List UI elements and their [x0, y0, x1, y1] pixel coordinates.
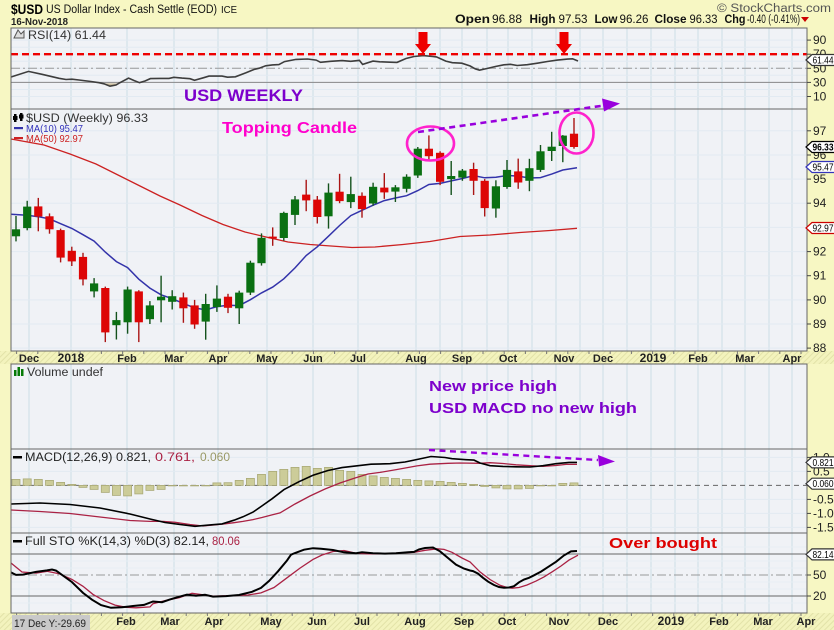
svg-text:96.88: 96.88 — [492, 14, 522, 26]
svg-text:2019: 2019 — [640, 351, 667, 365]
svg-text:96.33: 96.33 — [813, 143, 834, 154]
svg-text:-0.5: -0.5 — [813, 492, 834, 506]
svg-text:Topping Candle: Topping Candle — [222, 120, 357, 137]
svg-text:May: May — [256, 353, 278, 365]
svg-text:Apr: Apr — [209, 353, 229, 365]
svg-text:90: 90 — [813, 293, 827, 307]
svg-text:10: 10 — [813, 90, 827, 104]
svg-text:Over bought: Over bought — [609, 535, 717, 552]
svg-text:© StockCharts.com: © StockCharts.com — [717, 3, 831, 15]
svg-text:MACD(12,26,9) 0.821,: MACD(12,26,9) 0.821, — [25, 452, 151, 464]
svg-text:92.97: 92.97 — [813, 224, 834, 235]
svg-text:USD WEEKLY: USD WEEKLY — [184, 86, 304, 105]
svg-text:Feb: Feb — [688, 353, 708, 365]
svg-text:Oct: Oct — [498, 616, 517, 628]
svg-text:-1.5: -1.5 — [813, 520, 834, 534]
svg-text:-1.0: -1.0 — [813, 506, 834, 520]
svg-text:Mar: Mar — [735, 353, 755, 365]
svg-text:Open: Open — [455, 14, 490, 26]
svg-text:97: 97 — [813, 124, 827, 138]
svg-text:Mar: Mar — [753, 616, 773, 628]
svg-text:95: 95 — [813, 172, 827, 186]
svg-text:Volume undef: Volume undef — [27, 367, 104, 379]
svg-text:RSI(14) 61.44: RSI(14) 61.44 — [28, 30, 107, 42]
svg-text:0.060: 0.060 — [813, 479, 834, 490]
svg-text:Oct: Oct — [499, 353, 518, 365]
svg-text:Aug: Aug — [405, 353, 426, 365]
svg-text:Dec: Dec — [19, 353, 39, 365]
svg-text:95.47: 95.47 — [813, 163, 834, 174]
svg-text:Nov: Nov — [554, 353, 576, 365]
svg-text:USD MACD no new high: USD MACD no new high — [429, 400, 637, 417]
svg-text:50: 50 — [813, 568, 827, 582]
svg-text:Jul: Jul — [350, 353, 366, 365]
svg-text:MA(10) 95.47: MA(10) 95.47 — [26, 123, 83, 135]
svg-text:96.26: 96.26 — [620, 14, 649, 26]
svg-text:0.060: 0.060 — [200, 452, 230, 464]
svg-text:Feb: Feb — [116, 616, 136, 628]
svg-text:96.33: 96.33 — [690, 14, 718, 26]
svg-text:-0.40 (-0.41%): -0.40 (-0.41%) — [747, 14, 800, 26]
svg-text:Mar: Mar — [160, 616, 180, 628]
svg-text:Feb: Feb — [709, 616, 729, 628]
svg-text:Sep: Sep — [452, 353, 472, 365]
svg-text:82.14: 82.14 — [813, 550, 834, 561]
svg-text:Full STO %K(14,3) %D(3) 82.14,: Full STO %K(14,3) %D(3) 82.14, — [25, 536, 209, 548]
svg-text:Apr: Apr — [797, 616, 817, 628]
svg-text:17 Dec Y:-29.69: 17 Dec Y:-29.69 — [14, 618, 86, 630]
svg-text:New price high: New price high — [429, 378, 557, 395]
svg-text:Aug: Aug — [404, 616, 425, 628]
svg-text:Low: Low — [595, 14, 618, 26]
svg-text:0.761,: 0.761, — [155, 452, 195, 464]
svg-text:Apr: Apr — [205, 616, 225, 628]
svg-text:92: 92 — [813, 245, 827, 259]
svg-text:MA(50) 92.97: MA(50) 92.97 — [26, 133, 83, 145]
svg-text:Chg: Chg — [725, 14, 746, 26]
svg-text:61.44: 61.44 — [813, 56, 834, 67]
svg-text:91: 91 — [813, 269, 827, 283]
svg-text:94: 94 — [813, 196, 827, 210]
svg-text:$USD (Weekly) 96.33: $USD (Weekly) 96.33 — [26, 111, 148, 125]
svg-text:Nov: Nov — [549, 616, 571, 628]
svg-text:2019: 2019 — [658, 614, 685, 628]
svg-text:80.06: 80.06 — [212, 536, 240, 548]
svg-text:88: 88 — [813, 341, 827, 355]
svg-text:Mar: Mar — [164, 353, 184, 365]
svg-text:US Dollar Index - Cash Settle: US Dollar Index - Cash Settle (EOD) — [46, 4, 217, 16]
svg-text:Close: Close — [655, 14, 687, 26]
svg-text:97.53: 97.53 — [559, 14, 588, 26]
svg-text:Dec: Dec — [598, 616, 618, 628]
svg-text:30: 30 — [813, 75, 827, 89]
svg-text:16-Nov-2018: 16-Nov-2018 — [11, 16, 68, 28]
svg-text:Feb: Feb — [117, 353, 137, 365]
svg-text:Sep: Sep — [454, 616, 474, 628]
svg-text:90: 90 — [813, 33, 827, 47]
svg-text:Apr: Apr — [783, 353, 803, 365]
svg-text:$USD: $USD — [11, 1, 43, 17]
svg-text:Jun: Jun — [307, 616, 327, 628]
svg-text:2018: 2018 — [58, 351, 85, 365]
svg-text:ICE: ICE — [221, 5, 237, 16]
svg-text:Jun: Jun — [303, 353, 323, 365]
svg-text:May: May — [260, 616, 282, 628]
svg-text:89: 89 — [813, 317, 827, 331]
svg-text:0.821: 0.821 — [813, 458, 834, 469]
svg-text:20: 20 — [813, 589, 827, 603]
svg-text:Dec: Dec — [593, 353, 613, 365]
svg-text:High: High — [530, 14, 556, 26]
svg-text:Jul: Jul — [354, 616, 370, 628]
